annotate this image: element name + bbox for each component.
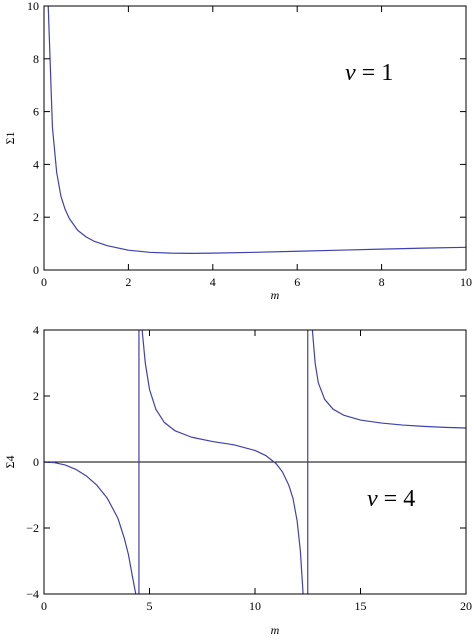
series-line	[47, 6, 466, 254]
series-line	[311, 330, 466, 429]
x-tick-label: 8	[379, 275, 385, 289]
x-axis-label: m	[271, 288, 280, 302]
y-tick-label: 6	[33, 105, 39, 119]
nu-annotation: ν = 4	[367, 486, 415, 512]
y-axis-label: Σ4	[3, 456, 17, 469]
y-tick-label: 0	[33, 455, 39, 469]
plot-sigma4: 0 5 10 15 20 −4 −2 0 2 4 m Σ4 ν = 4	[3, 323, 472, 637]
y-tick-label: −2	[26, 521, 39, 535]
x-tick-label: 15	[355, 599, 367, 613]
x-tick-label: 0	[41, 599, 47, 613]
y-tick-label: 2	[33, 389, 39, 403]
plot-frame	[43, 5, 467, 271]
y-tick-label: −4	[26, 587, 39, 601]
y-axis-label: Σ1	[3, 132, 17, 145]
x-tick-label: 2	[125, 275, 131, 289]
y-tick-label: 4	[33, 323, 39, 337]
x-tick-label: 6	[294, 275, 300, 289]
series-line	[44, 461, 137, 594]
series-line	[141, 330, 304, 594]
plot-sigma1: 0 2 4 6 8 10 0 2 4 6 8 10 m Σ1 ν = 1	[3, 0, 472, 302]
x-tick-label: 10	[249, 599, 261, 613]
x-tick-label: 20	[460, 599, 472, 613]
x-axis-label: m	[271, 623, 280, 637]
y-tick-label: 4	[33, 157, 39, 171]
y-tick-label: 0	[33, 263, 39, 277]
nu-annotation: ν = 1	[345, 60, 393, 86]
x-tick-label: 10	[460, 275, 472, 289]
x-tick-label: 0	[41, 275, 47, 289]
y-tick-label: 10	[27, 0, 39, 13]
x-tick-label: 4	[210, 275, 216, 289]
y-tick-label: 2	[33, 210, 39, 224]
x-tick-label: 5	[147, 599, 153, 613]
y-tick-label: 8	[33, 52, 39, 66]
